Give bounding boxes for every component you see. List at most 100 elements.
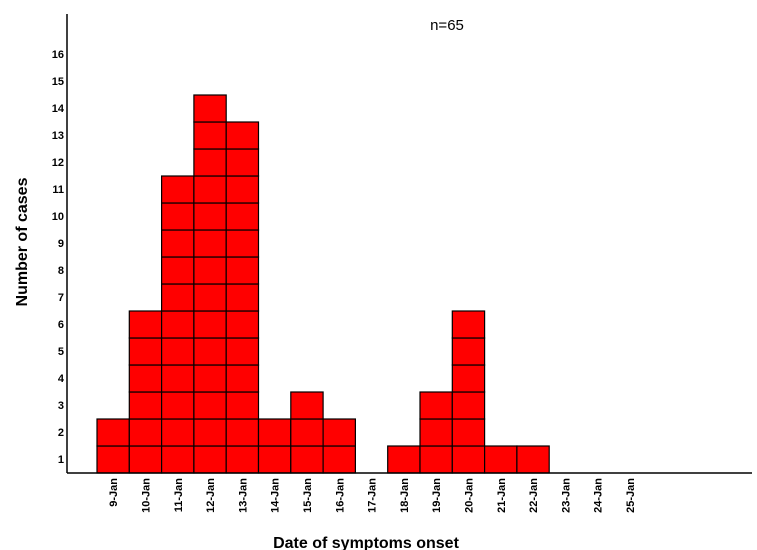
case-box-20-Jan-4 [451,364,486,393]
y-tick-label-3: 3 [58,400,64,412]
case-box-20-Jan-2 [451,418,486,447]
case-box-19-Jan-1 [419,445,453,474]
case-box-13-Jan-6 [225,310,260,339]
case-box-12-Jan-12 [193,148,227,177]
case-box-14-Jan-2 [257,418,292,447]
case-box-21-Jan-1 [484,445,518,474]
case-box-20-Jan-1 [451,445,486,474]
case-box-12-Jan-9 [193,229,227,258]
case-box-13-Jan-13 [225,121,260,150]
case-box-13-Jan-12 [225,148,260,177]
case-box-9-Jan-1 [96,445,130,474]
x-tick-label-23-Jan: 23-Jan [560,478,572,513]
x-tick-label-21-Jan: 21-Jan [496,478,508,513]
case-box-10-Jan-6 [128,310,163,339]
case-box-12-Jan-8 [193,256,227,285]
case-box-12-Jan-2 [193,418,227,447]
y-tick-label-4: 4 [58,373,65,385]
y-tick-label-1: 1 [58,454,64,466]
x-axis-title: Date of symptoms onset [273,535,459,550]
y-tick-label-9: 9 [58,238,64,250]
case-box-12-Jan-10 [193,202,227,231]
y-tick-label-6: 6 [58,319,64,331]
case-box-12-Jan-14 [193,94,227,123]
case-box-12-Jan-11 [193,175,227,204]
case-box-12-Jan-5 [193,337,227,366]
case-box-16-Jan-2 [322,418,357,447]
x-tick-label-10-Jan: 10-Jan [140,478,152,513]
case-box-11-Jan-7 [161,283,195,312]
case-box-19-Jan-2 [419,418,453,447]
y-tick-label-12: 12 [52,157,64,169]
case-box-12-Jan-6 [193,310,227,339]
y-tick-label-11: 11 [52,184,64,196]
case-box-12-Jan-7 [193,283,227,312]
case-box-11-Jan-8 [161,256,195,285]
case-box-11-Jan-11 [161,175,195,204]
case-box-13-Jan-2 [225,418,260,447]
case-box-10-Jan-3 [128,391,163,420]
case-count-annotation: n=65 [430,17,464,34]
case-box-15-Jan-1 [290,445,324,474]
case-box-9-Jan-2 [96,418,130,447]
case-box-12-Jan-4 [193,364,227,393]
case-box-12-Jan-3 [193,391,227,420]
case-box-10-Jan-1 [128,445,163,474]
case-box-13-Jan-8 [225,256,260,285]
case-box-13-Jan-5 [225,337,260,366]
x-tick-label-9-Jan: 9-Jan [108,478,120,507]
y-tick-label-14: 14 [52,103,65,115]
case-box-10-Jan-5 [128,337,163,366]
case-box-10-Jan-2 [128,418,163,447]
case-box-13-Jan-9 [225,229,260,258]
x-tick-label-17-Jan: 17-Jan [367,478,379,513]
case-box-22-Jan-1 [516,445,550,474]
case-box-11-Jan-6 [161,310,195,339]
case-box-16-Jan-1 [322,445,357,474]
bars-group [96,94,550,474]
x-tick-label-16-Jan: 16-Jan [334,478,346,513]
case-box-12-Jan-1 [193,445,227,474]
x-tick-label-22-Jan: 22-Jan [528,478,540,513]
x-tick-label-14-Jan: 14-Jan [270,478,282,513]
case-box-11-Jan-9 [161,229,195,258]
y-tick-label-10: 10 [52,211,64,223]
case-box-14-Jan-1 [257,445,292,474]
case-box-13-Jan-3 [225,391,260,420]
case-box-12-Jan-13 [193,121,227,150]
y-tick-label-8: 8 [58,265,64,277]
x-tick-label-18-Jan: 18-Jan [399,478,411,513]
case-box-11-Jan-1 [161,445,195,474]
case-box-20-Jan-6 [451,310,486,339]
case-box-11-Jan-5 [161,337,195,366]
x-tick-label-24-Jan: 24-Jan [593,478,605,513]
case-box-18-Jan-1 [387,445,421,474]
case-box-10-Jan-4 [128,364,163,393]
x-tick-labels: 9-Jan 10-Jan 11-Jan 12-Jan 13-Jan 14-Jan 15-Ja… [108,478,637,513]
case-box-11-Jan-3 [161,391,195,420]
y-axis-title: Number of cases [14,177,31,306]
case-box-13-Jan-1 [225,445,260,474]
y-tick-label-2: 2 [58,427,64,439]
x-tick-label-15-Jan: 15-Jan [302,478,314,513]
case-box-19-Jan-3 [419,391,453,420]
x-tick-label-25-Jan: 25-Jan [625,478,637,513]
y-tick-label-7: 7 [58,292,64,304]
case-box-13-Jan-11 [225,175,260,204]
case-box-15-Jan-2 [290,418,324,447]
case-box-11-Jan-10 [161,202,195,231]
case-box-20-Jan-3 [451,391,486,420]
case-box-11-Jan-4 [161,364,195,393]
y-tick-label-15: 15 [52,76,64,88]
case-box-11-Jan-2 [161,418,195,447]
y-tick-label-13: 13 [52,130,64,142]
case-box-15-Jan-3 [290,391,324,420]
case-box-13-Jan-10 [225,202,260,231]
case-box-13-Jan-7 [225,283,260,312]
case-box-13-Jan-4 [225,364,260,393]
case-box-20-Jan-5 [451,337,486,366]
x-tick-label-12-Jan: 12-Jan [205,478,217,513]
y-tick-label-16: 16 [52,49,64,61]
